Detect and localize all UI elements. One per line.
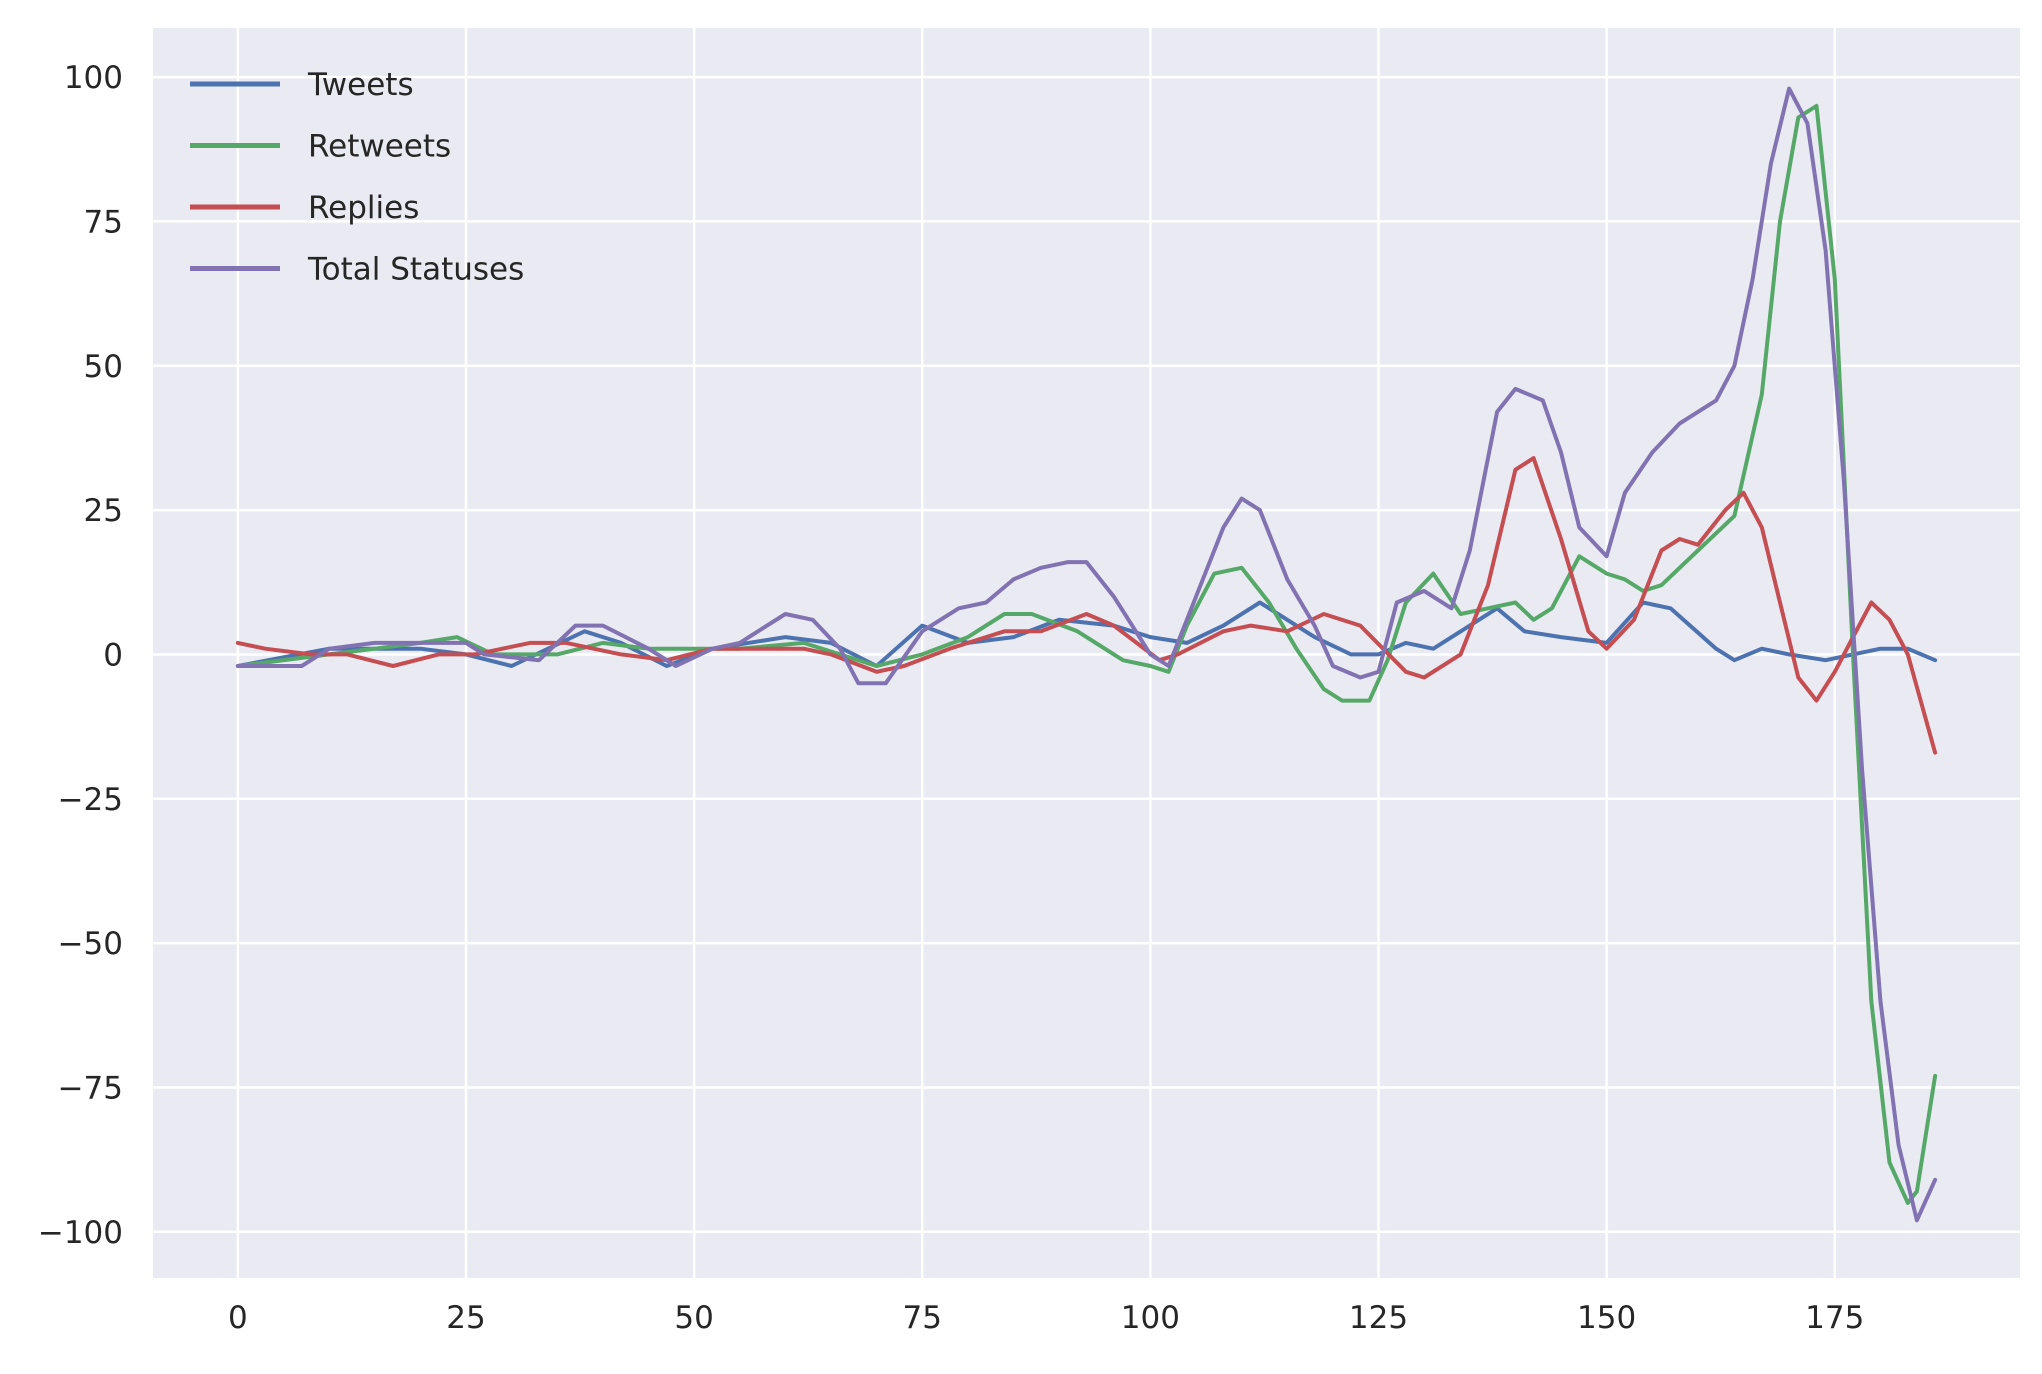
y-tick-label: 50 [84,349,123,385]
x-tick-label: 175 [1805,1300,1864,1336]
legend-label: Retweets [308,129,451,165]
x-tick-label: 75 [903,1300,942,1336]
legend-label: Replies [308,190,419,226]
y-tick-label: −25 [58,782,123,818]
y-tick-label: −100 [38,1215,123,1251]
legend-label: Tweets [307,67,414,103]
y-tick-label: 75 [84,204,123,240]
x-tick-label: 25 [446,1300,485,1336]
plot-background [153,28,2020,1278]
legend-label: Total Statuses [307,252,524,288]
series-lines [235,86,1938,1223]
x-tick-label: 100 [1121,1300,1180,1336]
y-tick-label: −75 [58,1070,123,1106]
x-tick-label: 0 [228,1300,248,1336]
x-tick-label: 125 [1349,1300,1408,1336]
x-axis-ticks: 0 25 50 75 100 125 150 175 [228,1300,1864,1336]
series-line-replies [235,456,1938,755]
y-tick-label: 0 [103,637,123,673]
y-tick-label: 25 [84,493,123,529]
series-line-total-statuses [235,86,1938,1223]
y-axis-ticks: 100 75 50 25 0 −25 −50 −75 −100 [38,60,123,1251]
y-tick-label: −50 [58,926,123,962]
x-tick-label: 50 [674,1300,713,1336]
x-tick-label: 150 [1577,1300,1636,1336]
y-tick-label: 100 [64,60,123,96]
legend: Tweets Retweets Replies Total Statuses [190,67,524,288]
